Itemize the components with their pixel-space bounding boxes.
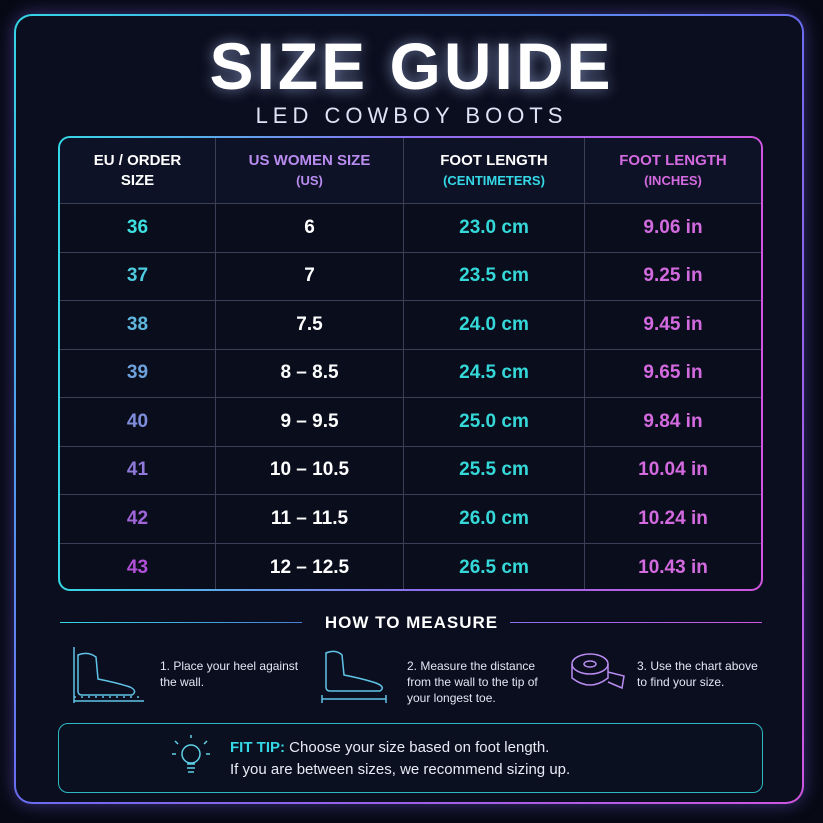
table-cell: 9.65 in <box>585 350 761 398</box>
tip-line: Choose your size based on foot length. <box>289 739 550 756</box>
table-cell: 11 – 11.5 <box>216 495 404 544</box>
table-cell: 39 <box>60 349 216 398</box>
table-cell: 23.0 cm <box>404 204 585 253</box>
header-label: EU / ORDER SIZE <box>93 151 182 189</box>
table-cell: 12 – 12.5 <box>216 543 404 589</box>
table-cell: 25.0 cm <box>404 398 585 447</box>
table-cell: 24.5 cm <box>404 349 585 398</box>
table-cell: 42 <box>60 495 216 544</box>
table-cell: 26.5 cm <box>404 543 585 589</box>
header-sublabel: (CENTIMETERS) <box>443 172 545 188</box>
divider <box>510 622 762 623</box>
column-header: US WOMEN SIZE (US) <box>216 138 404 204</box>
step-text: 1. Place your heel against the wall. <box>160 659 299 689</box>
header-label: FOOT LENGTH <box>619 151 727 169</box>
table-cell: 7.5 <box>216 301 404 350</box>
table-cell: 43 <box>60 543 216 589</box>
tip-box <box>58 723 763 793</box>
title: SIZE GUIDE <box>209 29 614 103</box>
tip-text: FIT TIP: Choose your size based on foot … <box>230 737 570 781</box>
table-cell: 7 <box>216 252 404 301</box>
table-cell: 10.43 in <box>638 556 708 578</box>
table-cell: 9.45 in <box>585 301 761 350</box>
table-cell: 24.0 cm <box>404 301 585 350</box>
table-cell: 10.24 in <box>585 495 761 544</box>
table-cell: 41 <box>60 446 216 495</box>
header-sublabel: (US) <box>296 172 323 188</box>
measure-title: HOW TO MEASURE <box>324 613 499 632</box>
table-cell: 9.84 in <box>585 398 761 447</box>
divider <box>60 622 302 623</box>
column-header: EU / ORDER SIZE <box>60 138 216 204</box>
tip-line: If you are between sizes, we recommend s… <box>230 761 571 778</box>
table-cell: 25.5 cm <box>404 446 585 495</box>
size-table: EU / ORDER SIZE US WOMEN SIZE (US) FOOT LEN… <box>58 136 763 591</box>
table-cell: 10.04 in <box>585 447 761 495</box>
bulb-icon <box>172 735 210 773</box>
subtitle: LED COWBOY BOOTS <box>255 103 568 128</box>
header-label: FOOT LENGTH <box>440 151 548 169</box>
heel-icon <box>73 647 144 703</box>
table-cell: 9.06 in <box>585 204 761 253</box>
column-header: FOOT LENGTH (INCHES) <box>585 138 761 204</box>
step-text: 2. Measure the distance from the wall to… <box>407 659 538 705</box>
table-cell: 26.0 cm <box>404 495 585 544</box>
tape-icon <box>571 653 625 690</box>
table-cell: 40 <box>60 398 216 447</box>
table-cell: 10 – 10.5 <box>216 446 404 495</box>
foot-icon <box>321 650 387 703</box>
header-sublabel: (INCHES) <box>644 172 702 188</box>
table-cell: 37 <box>60 252 216 301</box>
table-cell: 23.5 cm <box>404 252 585 301</box>
table-cell: 8 – 8.5 <box>216 349 404 398</box>
tip-label: FIT TIP: <box>230 739 285 756</box>
table-cell: 9 – 9.5 <box>216 398 404 447</box>
table-cell: 36 <box>60 204 216 253</box>
table-cell: 6 <box>216 204 404 253</box>
table-cell: 9.25 in <box>585 253 761 301</box>
column-header: FOOT LENGTH (CENTIMETERS) <box>404 138 585 204</box>
header-label: US WOMEN SIZE <box>248 151 371 169</box>
table-cell: 38 <box>60 301 216 350</box>
step-text: 3. Use the chart above to find your size… <box>637 659 758 689</box>
